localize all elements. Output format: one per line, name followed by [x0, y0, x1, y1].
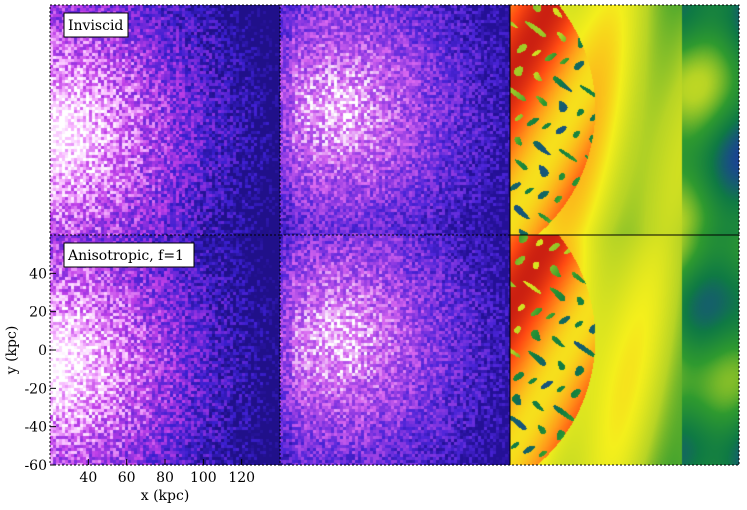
x-tick-label: 60 — [118, 470, 136, 486]
panels — [50, 5, 739, 465]
y-tick-label: -40 — [24, 420, 47, 436]
y-axis-ticks: 40 20 0 -20 -40 -60 — [24, 266, 56, 474]
x-tick-label: 80 — [156, 470, 174, 486]
x-axis-label: x (kpc) — [141, 488, 190, 504]
row-label-2-text: Anisotropic, f=1 — [67, 248, 184, 264]
y-tick-label: -20 — [24, 381, 47, 397]
y-tick-label: 20 — [29, 305, 47, 321]
y-tick-label: 40 — [29, 266, 47, 282]
panel-row1-col1 — [50, 5, 280, 235]
panel-row1-col2 — [280, 5, 510, 235]
row-label-1: Inviscid — [63, 12, 129, 38]
x-tick-label: 100 — [190, 470, 217, 486]
x-tick-label: 40 — [79, 470, 97, 486]
x-axis-ticks: 40 60 80 100 120 — [79, 459, 255, 486]
row-label-1-text: Inviscid — [68, 18, 123, 34]
x-tick-label: 120 — [228, 470, 255, 486]
y-axis-label: y (kpc) — [4, 326, 20, 376]
panel-row2-col2 — [280, 235, 510, 465]
panel-row1-col3 — [510, 5, 739, 235]
y-tick-label: 0 — [38, 343, 47, 359]
panel-row2-col3 — [510, 235, 739, 465]
row-label-2: Anisotropic, f=1 — [63, 242, 195, 268]
y-tick-label: -60 — [24, 458, 47, 474]
panel-row2-col1 — [50, 235, 280, 465]
